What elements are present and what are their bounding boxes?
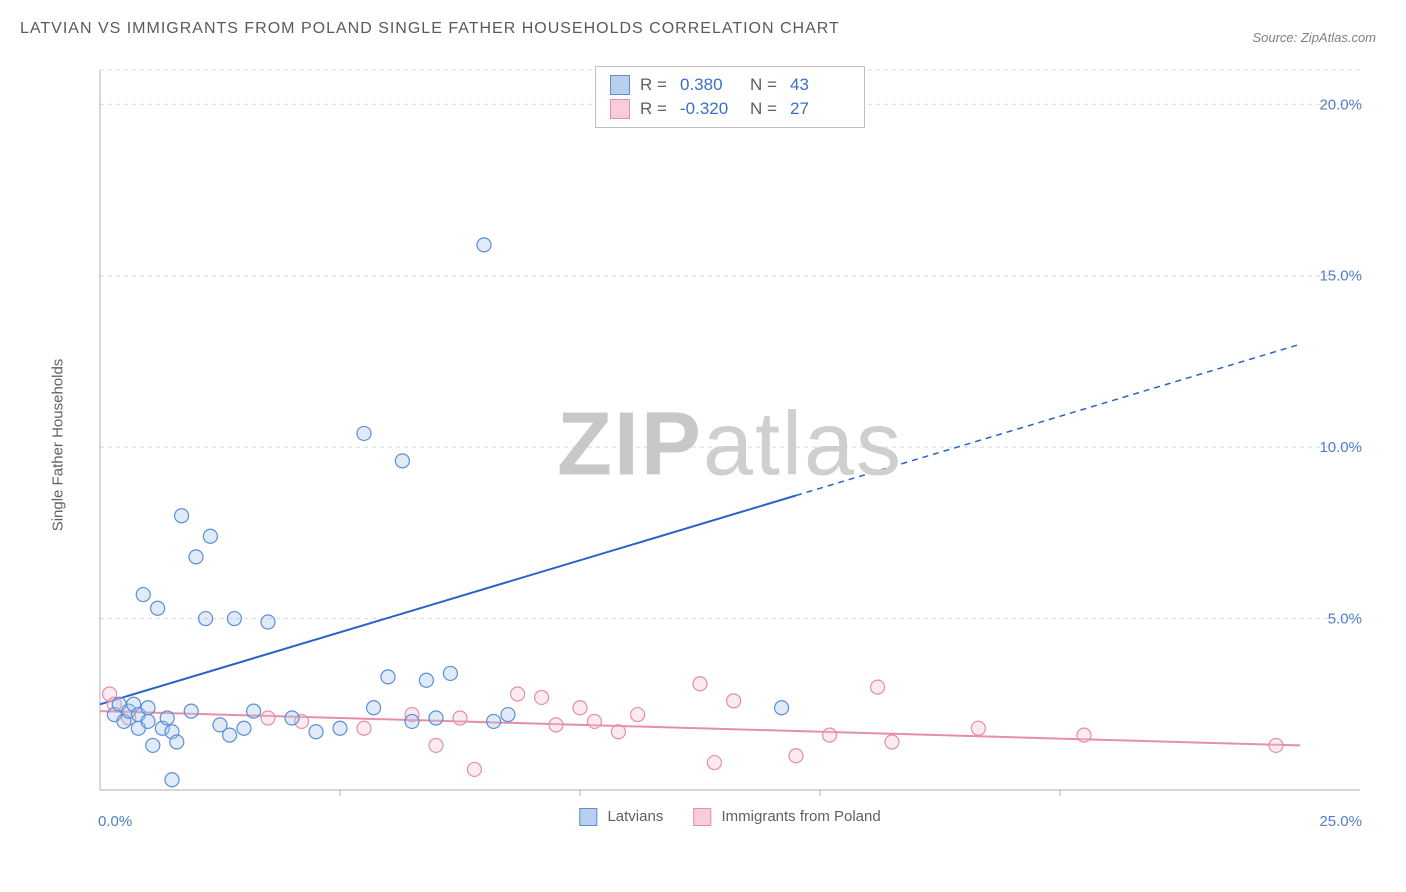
swatch-latvians	[610, 75, 630, 95]
r-value-poland: -0.320	[680, 99, 740, 119]
chart-area: Single Father Households 5.0% 10.0% 15.0% 2…	[50, 60, 1370, 830]
chart-title: LATVIAN VS IMMIGRANTS FROM POLAND SINGLE…	[20, 20, 840, 38]
svg-text:15.0%: 15.0%	[1319, 268, 1362, 285]
n-value-poland: 27	[790, 99, 850, 119]
source-attribution: Source: ZipAtlas.com	[1252, 30, 1376, 45]
svg-text:20.0%: 20.0%	[1319, 96, 1362, 113]
swatch-icon	[579, 808, 597, 826]
svg-text:5.0%: 5.0%	[1328, 611, 1362, 628]
r-value-latvians: 0.380	[680, 75, 740, 95]
legend-row-poland: R = -0.320 N = 27	[610, 97, 850, 121]
svg-text:0.0%: 0.0%	[98, 813, 132, 830]
series-legend: Latvians Immigrants from Poland	[579, 808, 880, 826]
swatch-poland	[610, 99, 630, 119]
n-value-latvians: 43	[790, 75, 850, 95]
legend-row-latvians: R = 0.380 N = 43	[610, 73, 850, 97]
svg-text:25.0%: 25.0%	[1319, 813, 1362, 830]
swatch-icon	[693, 808, 711, 826]
legend-item-poland: Immigrants from Poland	[693, 808, 880, 826]
legend-item-latvians: Latvians	[579, 808, 663, 826]
scatter-plot: 5.0%10.0%15.0%20.0%0.0%25.0% ZIPatlas R …	[90, 60, 1370, 830]
correlation-legend: R = 0.380 N = 43 R = -0.320 N = 27	[595, 66, 865, 128]
y-axis-label: Single Father Households	[50, 359, 67, 532]
svg-text:10.0%: 10.0%	[1319, 439, 1362, 456]
